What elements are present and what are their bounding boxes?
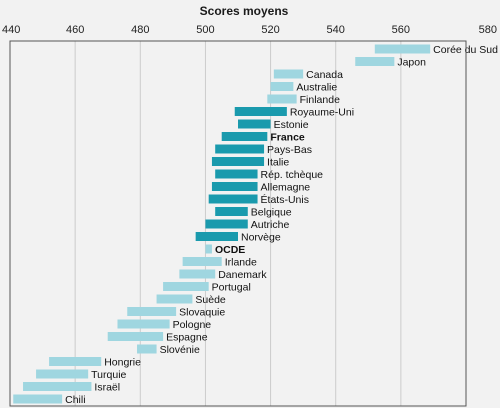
category-label: Pologne xyxy=(173,319,212,331)
bar xyxy=(215,169,258,179)
category-label: Espagne xyxy=(166,332,208,344)
x-tick-label: 480 xyxy=(131,24,149,36)
category-label: Hongrie xyxy=(104,357,141,369)
bar xyxy=(270,82,294,91)
bar xyxy=(107,332,164,341)
bar xyxy=(127,307,177,316)
bar xyxy=(163,282,209,291)
bar xyxy=(137,344,157,354)
x-tick-label: 500 xyxy=(196,24,214,36)
category-label: États-Unis xyxy=(261,193,309,206)
bar xyxy=(221,132,268,141)
bar xyxy=(117,319,170,329)
bar xyxy=(238,119,271,129)
category-label: Japon xyxy=(397,57,426,69)
category-label: Danemark xyxy=(218,269,267,281)
bar xyxy=(374,44,431,54)
bar xyxy=(215,207,248,216)
category-label: Pays-Bas xyxy=(267,144,312,156)
bars xyxy=(13,44,431,404)
x-tick-label: 460 xyxy=(66,24,84,36)
bar xyxy=(205,219,248,229)
category-label: Autriche xyxy=(251,219,290,231)
bar xyxy=(211,182,258,191)
bar xyxy=(215,144,265,154)
bar xyxy=(13,394,63,404)
category-label: Turquie xyxy=(91,369,126,381)
category-label: Allemagne xyxy=(261,182,311,194)
bar xyxy=(156,294,193,304)
category-label: Chili xyxy=(65,394,85,406)
category-label: Israël xyxy=(94,382,120,394)
category-label: OCDE xyxy=(215,244,245,256)
bar xyxy=(267,94,297,104)
x-tick-label: 520 xyxy=(261,24,279,36)
category-label: Norvège xyxy=(241,232,281,244)
category-label: Canada xyxy=(306,69,343,81)
category-label: Estonie xyxy=(274,119,309,131)
bar xyxy=(49,357,102,366)
category-label: Australie xyxy=(296,82,337,94)
category-label: France xyxy=(270,132,305,144)
category-label: Irlande xyxy=(225,257,257,269)
category-label: Italie xyxy=(267,157,289,169)
bar xyxy=(36,369,89,379)
bar xyxy=(205,244,212,254)
bar xyxy=(179,269,216,279)
x-tick-label: 540 xyxy=(327,24,345,36)
x-tick-label: 560 xyxy=(392,24,410,36)
x-tick-label: 440 xyxy=(2,24,20,36)
category-label: Portugal xyxy=(212,282,251,294)
bar xyxy=(211,157,265,166)
chart-title: Scores moyens xyxy=(200,4,289,18)
x-axis-ticks: 440 460 480 500 520 540 560 580 xyxy=(2,24,497,36)
bar xyxy=(23,382,92,391)
category-label: Rép. tchèque xyxy=(261,169,324,181)
bar xyxy=(195,232,238,241)
category-label: Suède xyxy=(195,294,226,306)
category-labels: Corée du SudJaponCanadaAustralieFinlande… xyxy=(65,44,498,406)
bar xyxy=(355,57,395,66)
category-label: Slovénie xyxy=(160,344,200,356)
bar xyxy=(234,107,287,116)
category-label: Slovaquie xyxy=(179,307,225,319)
plot-frame xyxy=(9,40,467,407)
bar xyxy=(273,69,304,79)
category-label: Belgique xyxy=(251,207,292,219)
category-label: Royaume-Uni xyxy=(290,107,354,119)
bar xyxy=(208,194,258,204)
bar xyxy=(182,257,222,266)
category-label: Finlande xyxy=(300,94,340,106)
x-tick-label: 580 xyxy=(479,24,497,36)
